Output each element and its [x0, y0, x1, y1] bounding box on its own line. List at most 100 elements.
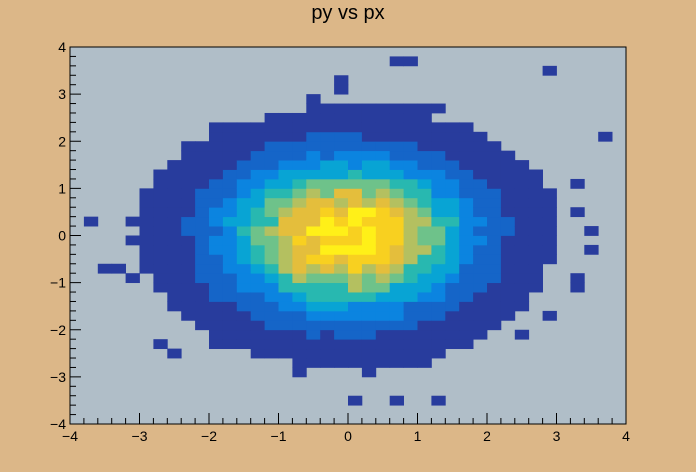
heatmap-cell: [334, 310, 349, 321]
heatmap-cell: [487, 320, 502, 331]
heatmap-cell: [222, 207, 238, 218]
heatmap-cell: [167, 244, 182, 255]
heatmap-cell: [417, 358, 432, 368]
heatmap-cell: [417, 282, 432, 293]
heatmap-cell: [306, 310, 321, 321]
heatmap-cell: [403, 301, 418, 312]
heatmap-cell: [445, 178, 460, 189]
heatmap-cell: [292, 367, 307, 378]
heatmap-cell: [222, 273, 238, 284]
heatmap-cell: [487, 197, 502, 208]
heatmap-cell: [306, 103, 321, 114]
heatmap-cell: [320, 358, 335, 368]
heatmap-cell: [236, 131, 252, 142]
heatmap-cell: [403, 216, 418, 227]
heatmap-cell: [431, 301, 446, 312]
heatmap-cell: [167, 216, 182, 227]
heatmap-cell: [209, 329, 224, 340]
heatmap-cell: [473, 178, 488, 189]
heatmap-cell: [459, 207, 474, 218]
heatmap-cell: [264, 339, 279, 350]
heatmap-cell: [250, 216, 265, 227]
heatmap-cell: [528, 216, 543, 227]
heatmap-cell: [195, 188, 210, 199]
heatmap-cell: [403, 348, 418, 359]
heatmap-cell: [292, 235, 307, 246]
heatmap-cell: [403, 112, 418, 123]
heatmap-cell: [542, 226, 557, 236]
heatmap-cell: [264, 160, 279, 170]
heatmap-cell: [487, 273, 502, 284]
heatmap-cell: [306, 160, 321, 170]
heatmap-cell: [236, 160, 252, 170]
heatmap-cell: [292, 150, 307, 161]
heatmap-cell: [514, 301, 530, 312]
heatmap-cell: [389, 141, 404, 152]
heatmap-cell: [459, 226, 474, 236]
heatmap-cell: [473, 160, 488, 170]
heatmap-cell: [348, 169, 363, 180]
heatmap-cell: [278, 254, 293, 265]
heatmap-cell: [139, 244, 154, 255]
heatmap-cell: [487, 207, 502, 218]
heatmap-cell: [375, 103, 391, 114]
heatmap-cell: [487, 254, 502, 265]
heatmap-cell: [181, 273, 196, 284]
heatmap-cell: [209, 226, 224, 236]
heatmap-cell: [236, 216, 252, 227]
heatmap-cell: [250, 235, 265, 246]
heatmap-cell: [125, 235, 140, 246]
heatmap-cell: [389, 244, 404, 255]
heatmap-cell: [375, 131, 391, 142]
heatmap-cell: [473, 292, 488, 302]
heatmap-cell: [361, 150, 377, 161]
heatmap-cell: [389, 169, 404, 180]
heatmap-cell: [584, 244, 599, 255]
heatmap-cell: [222, 197, 238, 208]
heatmap-cell: [334, 254, 349, 265]
heatmap-cell: [222, 122, 238, 133]
heatmap-cell: [167, 160, 182, 170]
heatmap-cell: [306, 169, 321, 180]
heatmap-cell: [403, 329, 418, 340]
heatmap-cell: [209, 178, 224, 189]
heatmap-cell: [473, 207, 488, 218]
heatmap-cell: [264, 348, 279, 359]
heatmap-cell: [514, 244, 530, 255]
heatmap-cell: [278, 160, 293, 170]
heatmap-cell: [348, 235, 363, 246]
heatmap-cell: [459, 329, 474, 340]
heatmap-cell: [500, 263, 516, 274]
heatmap-cell: [417, 273, 432, 284]
heatmap-cell: [375, 254, 391, 265]
heatmap-cell: [389, 188, 404, 199]
heatmap-cell: [500, 310, 516, 321]
heatmap-cell: [375, 292, 391, 302]
heatmap-cell: [306, 216, 321, 227]
heatmap-cell: [250, 197, 265, 208]
heatmap-cell: [236, 244, 252, 255]
heatmap-cell: [389, 122, 404, 133]
heatmap-cell: [445, 235, 460, 246]
heatmap-cell: [236, 273, 252, 284]
heatmap-cell: [153, 339, 168, 350]
heatmap-cell: [417, 235, 432, 246]
heatmap-cell: [389, 216, 404, 227]
heatmap-cell: [278, 207, 293, 218]
heatmap-cell: [222, 188, 238, 199]
heatmap-cell: [445, 150, 460, 161]
heatmap-cell: [500, 292, 516, 302]
heatmap-cell: [250, 348, 265, 359]
heatmap-cell: [487, 216, 502, 227]
heatmap-cell: [487, 150, 502, 161]
heatmap-cell: [445, 339, 460, 350]
heatmap-cell: [222, 320, 238, 331]
heatmap-cell: [361, 207, 377, 218]
heatmap-cell: [209, 320, 224, 331]
heatmap-cell: [167, 263, 182, 274]
heatmap-cell: [195, 226, 210, 236]
heatmap-cell: [167, 273, 182, 284]
heatmap-cell: [459, 141, 474, 152]
heatmap-cell: [459, 216, 474, 227]
